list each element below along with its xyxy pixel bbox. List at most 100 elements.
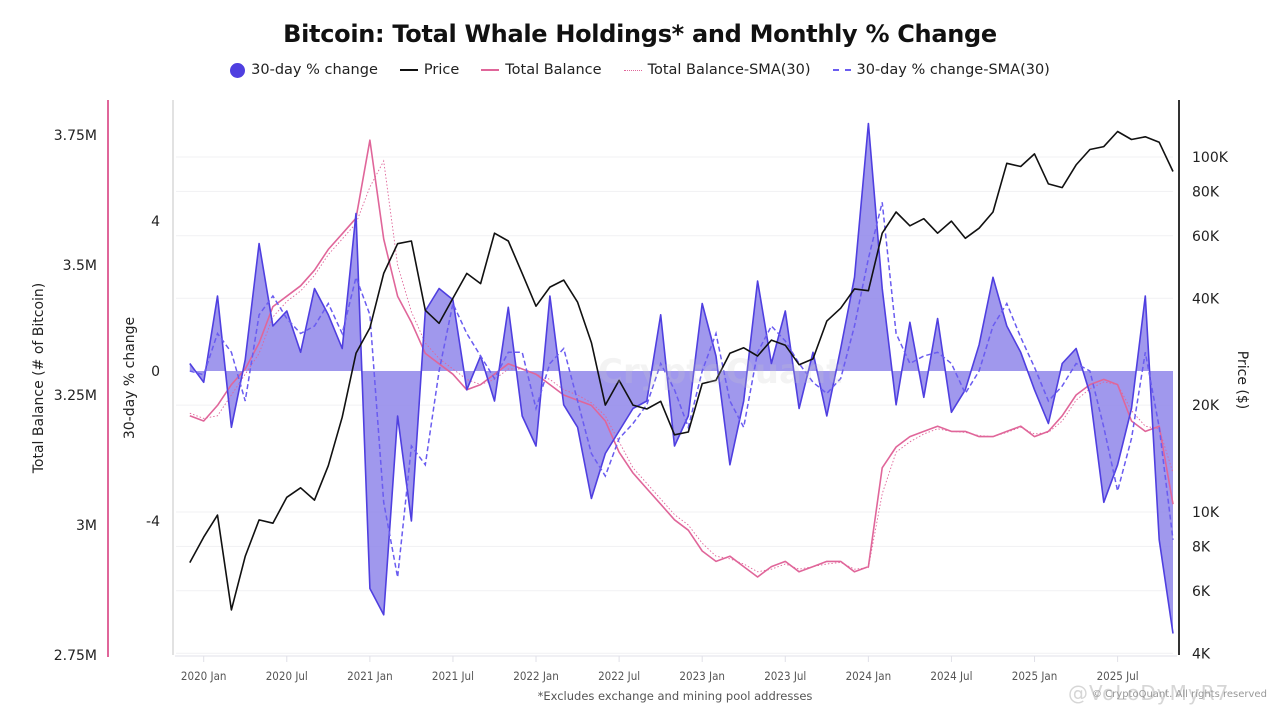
30-day-change-sma-30-point — [383, 501, 385, 503]
30-day-change-sma-30-point — [549, 362, 551, 364]
total-balance-point — [216, 404, 218, 406]
price-point — [507, 240, 509, 242]
30-day-change-point — [299, 351, 301, 353]
legend-item-price[interactable]: Price — [399, 62, 459, 78]
total-balance-point — [936, 425, 938, 427]
total-balance-sma-30-point — [867, 566, 869, 568]
price-point — [978, 227, 980, 229]
price-tick-label: 100K — [1192, 150, 1229, 166]
price-point — [909, 225, 911, 227]
30-day-change-sma-30-point — [826, 392, 828, 394]
30-day-change-point — [936, 317, 938, 319]
total-balance-sma-30-point — [715, 555, 717, 557]
total-balance-sma-30-point — [604, 415, 606, 417]
30-day-change-point — [923, 396, 925, 398]
axes — [107, 100, 1180, 657]
price-point — [895, 211, 897, 213]
price-point — [1033, 153, 1035, 155]
price-tick-label: 40K — [1192, 291, 1220, 307]
30-day-change-point — [355, 212, 357, 214]
30-day-change-sma-30-point — [466, 332, 468, 334]
30-day-change-sma-30-point — [923, 355, 925, 357]
x-tick-label: 2020 Jul — [266, 669, 308, 683]
30-day-change-point — [313, 287, 315, 289]
total-balance-point — [923, 430, 925, 432]
price-point — [1061, 186, 1063, 188]
30-day-change-point — [660, 314, 662, 316]
total-balance-sma-30-point — [299, 290, 301, 292]
user-watermark: @VoLoDyMyR7 — [1068, 681, 1230, 705]
30-day-change-sma-30-point — [632, 422, 634, 424]
total-balance-point — [660, 503, 662, 505]
total-balance-sma-30-point — [632, 467, 634, 469]
total-balance-sma-30-point — [203, 417, 205, 419]
price-point — [438, 322, 440, 324]
total-balance-sma-30-point — [563, 389, 565, 391]
30-day-change-point — [853, 276, 855, 278]
total-balance-sma-30-point — [1103, 381, 1105, 383]
total-balance-sma-30-point — [1006, 431, 1008, 433]
legend-item-pct-change[interactable]: 30-day % change — [230, 62, 378, 78]
total-balance-point — [1130, 420, 1132, 422]
30-day-change-point — [1158, 539, 1160, 541]
price-point — [881, 232, 883, 234]
30-day-change-point — [632, 407, 634, 409]
30-day-change-point — [604, 452, 606, 454]
price-point — [673, 434, 675, 436]
total-balance-point — [701, 550, 703, 552]
price-point — [840, 307, 842, 309]
total-balance-sma-30-point — [826, 563, 828, 565]
total-balance-sma-30-point — [784, 563, 786, 565]
30-day-change-sma-30-point — [1020, 336, 1022, 338]
total-balance-sma-30-point — [521, 368, 523, 370]
30-day-change-sma-30-point — [646, 404, 648, 406]
total-balance-point — [507, 363, 509, 365]
pct-tick-label: -4 — [146, 514, 160, 530]
legend-item-balance[interactable]: Total Balance — [481, 62, 602, 78]
total-balance-sma-30-point — [369, 186, 371, 188]
legend-item-pct-sma[interactable]: 30-day % change-SMA(30) — [832, 62, 1050, 78]
30-day-change-sma-30-point — [244, 400, 246, 402]
30-day-change-sma-30-point — [1089, 370, 1091, 372]
price-point — [743, 347, 745, 349]
price-tick-label: 20K — [1192, 398, 1220, 414]
x-tick-label: 2023 Jul — [764, 669, 806, 683]
total-balance-sma-30-point — [244, 373, 246, 375]
30-day-change-point — [410, 520, 412, 522]
total-balance-sma-30-point — [881, 493, 883, 495]
total-balance-sma-30-point — [895, 451, 897, 453]
30-day-change-sma-30-point — [590, 452, 592, 454]
price-point — [1144, 136, 1146, 138]
30-day-change-point — [369, 587, 371, 589]
price-point — [770, 339, 772, 341]
30-day-change-sma-30-point — [770, 325, 772, 327]
total-balance-point — [410, 321, 412, 323]
total-balance-point — [646, 487, 648, 489]
price-point — [1047, 183, 1049, 185]
total-balance-sma-30-point — [798, 568, 800, 570]
price-point — [452, 297, 454, 299]
30-day-change-sma-30-point — [1006, 302, 1008, 304]
total-balance-point — [341, 233, 343, 235]
legend-item-balance-sma[interactable]: Total Balance-SMA(30) — [623, 62, 811, 78]
30-day-change-point — [701, 302, 703, 304]
price-point — [576, 301, 578, 303]
30-day-change-sma-30-point — [438, 370, 440, 372]
30-day-change-sma-30-point — [853, 325, 855, 327]
30-day-change-sma-30-point — [410, 445, 412, 447]
total-balance-sma-30-point — [840, 561, 842, 563]
price-point — [853, 288, 855, 290]
30-day-change-point — [327, 314, 329, 316]
series-layer — [189, 122, 1174, 634]
total-balance-sma-30-point — [341, 238, 343, 240]
30-day-change-sma-30-point — [203, 374, 205, 376]
legend-balance-marker-icon — [481, 69, 500, 71]
30-day-change-sma-30-point — [1172, 539, 1174, 541]
price-point — [424, 309, 426, 311]
tick-labels: 100K 80K 60K 40K 20K 10K 8K 6K 4K 3.75M 3.5M 3.25M 3… — [54, 128, 1229, 683]
total-balance-point — [632, 472, 634, 474]
30-day-change-point — [258, 242, 260, 244]
total-balance-sma-30-point — [1116, 383, 1118, 385]
30-day-change-point — [756, 280, 758, 282]
